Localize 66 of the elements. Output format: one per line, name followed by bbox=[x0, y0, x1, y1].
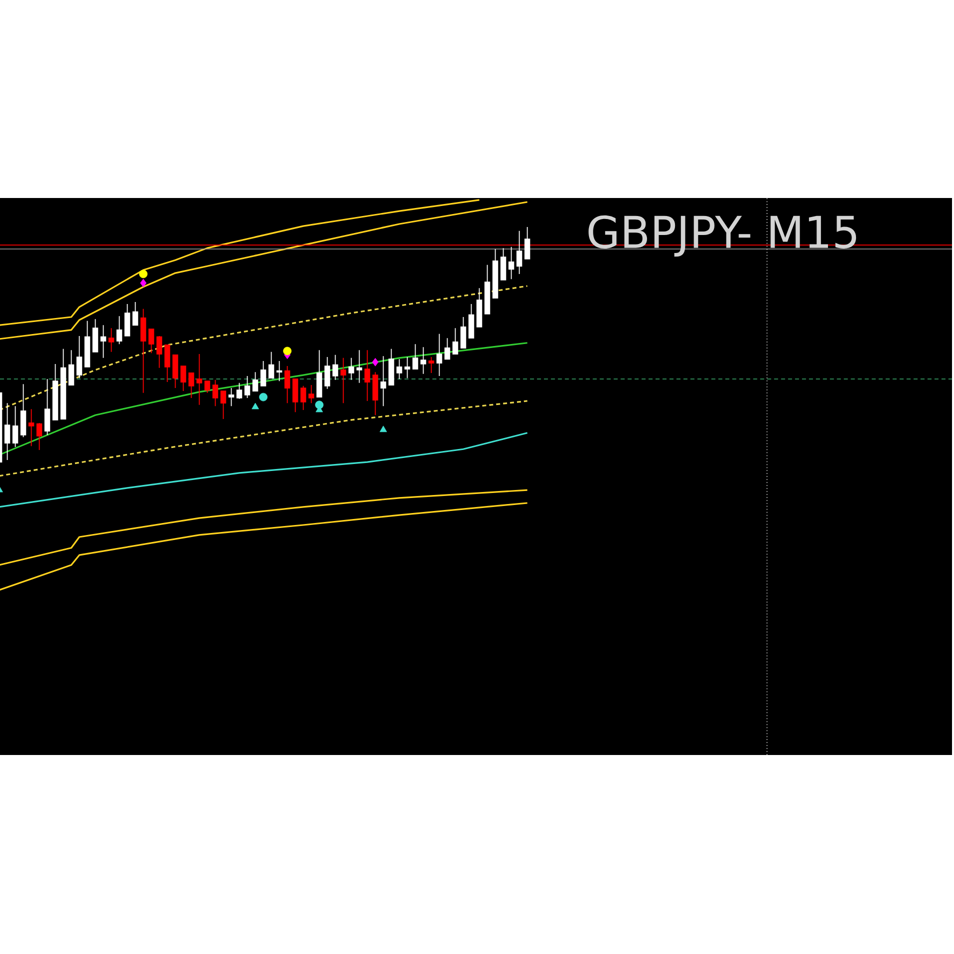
point bbox=[283, 346, 292, 356]
candlestick bbox=[172, 354, 178, 388]
candlestick bbox=[324, 356, 330, 390]
candlestick bbox=[404, 356, 410, 379]
candlestick bbox=[476, 288, 482, 328]
candlestick bbox=[12, 406, 18, 448]
point bbox=[380, 426, 387, 432]
candlestick bbox=[436, 333, 442, 376]
candlestick bbox=[76, 336, 82, 379]
point bbox=[315, 400, 324, 410]
candlestick bbox=[276, 360, 282, 382]
candlestick bbox=[372, 372, 378, 416]
candlestick bbox=[396, 358, 402, 380]
candlestick bbox=[148, 328, 154, 354]
candlestick bbox=[484, 264, 490, 314]
candlestick bbox=[220, 390, 226, 420]
candlestick bbox=[252, 372, 258, 392]
candlestick bbox=[308, 384, 314, 404]
candlestick bbox=[260, 360, 266, 386]
candlestick bbox=[124, 304, 130, 336]
candlestick bbox=[164, 344, 170, 382]
candlestick bbox=[268, 351, 274, 379]
candlestick bbox=[212, 379, 218, 407]
candlestick bbox=[332, 354, 338, 380]
point bbox=[372, 358, 378, 366]
candlestick bbox=[204, 380, 210, 394]
candlestick bbox=[468, 304, 474, 339]
point bbox=[139, 270, 148, 278]
candlestick bbox=[380, 356, 386, 407]
candlestick bbox=[68, 350, 74, 386]
candlestick bbox=[84, 320, 90, 368]
candlestick bbox=[20, 384, 26, 438]
candlestick bbox=[356, 350, 362, 384]
candlestick bbox=[92, 318, 98, 352]
candlestick bbox=[500, 248, 506, 280]
candlestick bbox=[316, 350, 322, 398]
point bbox=[140, 278, 146, 288]
candlestick bbox=[460, 316, 466, 348]
candlestick bbox=[292, 378, 298, 413]
candlestick bbox=[452, 328, 458, 354]
candlestick bbox=[516, 230, 522, 274]
candlestick bbox=[236, 382, 242, 400]
candlestick bbox=[348, 357, 354, 380]
candlestick bbox=[508, 246, 514, 280]
candlestick bbox=[524, 226, 530, 260]
candlestick bbox=[388, 348, 394, 386]
candlestick bbox=[364, 350, 370, 402]
candlestick bbox=[300, 385, 306, 410]
candlestick bbox=[36, 422, 42, 450]
candlestick bbox=[180, 366, 186, 392]
candlestick bbox=[284, 366, 290, 404]
point bbox=[252, 402, 259, 410]
candlestick bbox=[412, 344, 418, 370]
candlestick bbox=[52, 363, 58, 420]
candlestick bbox=[444, 338, 450, 360]
candlestick bbox=[156, 336, 162, 368]
candlestick bbox=[60, 348, 66, 420]
candlestick bbox=[132, 301, 138, 326]
candlestick bbox=[428, 356, 434, 374]
candlestick bbox=[244, 376, 250, 398]
candlestick bbox=[492, 248, 498, 298]
candlestick bbox=[340, 357, 346, 404]
candlestick bbox=[188, 372, 194, 398]
candlestick bbox=[228, 388, 234, 407]
candlestick bbox=[420, 346, 426, 374]
point bbox=[259, 392, 268, 402]
